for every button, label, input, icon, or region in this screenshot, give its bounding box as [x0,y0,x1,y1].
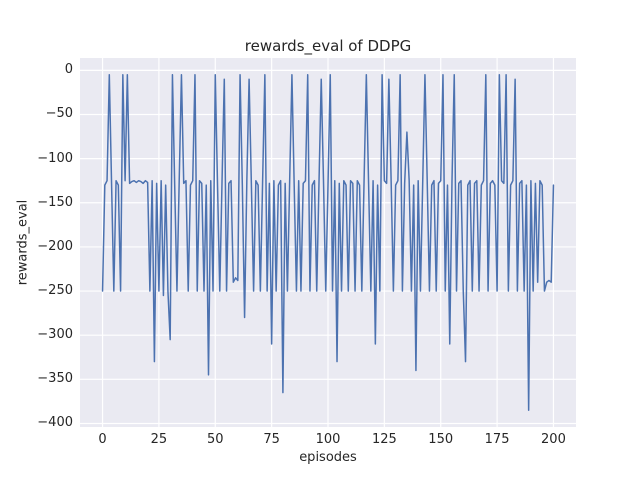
x-tick-label: 25 [150,432,168,447]
x-tick-label: 100 [315,432,341,447]
y-tick-label: −200 [37,238,73,254]
chart-title: rewards_eval of DDPG [244,37,412,55]
y-tick-label: −150 [37,194,73,210]
x-tick-label: 0 [98,432,107,447]
y-tick-label: −350 [37,371,73,387]
y-tick-label: −50 [45,106,73,122]
series-line-rewards-eval [101,74,555,411]
y-tick-label: −300 [37,327,73,343]
plot-area [80,58,576,427]
y-tick-label: −100 [37,150,73,166]
x-tick-label: 125 [371,432,397,447]
x-tick-label: 175 [484,432,510,447]
x-tick-label: 150 [428,432,454,447]
chart-canvas [80,58,576,427]
x-tick-label: 200 [541,432,566,447]
x-tick-label: 75 [263,432,280,447]
x-tick-label: 50 [206,432,224,447]
y-tick-label: −400 [37,415,73,431]
y-tick-label: −250 [37,283,73,299]
x-axis-label: episodes [299,450,357,465]
y-tick-label: 0 [64,62,73,78]
